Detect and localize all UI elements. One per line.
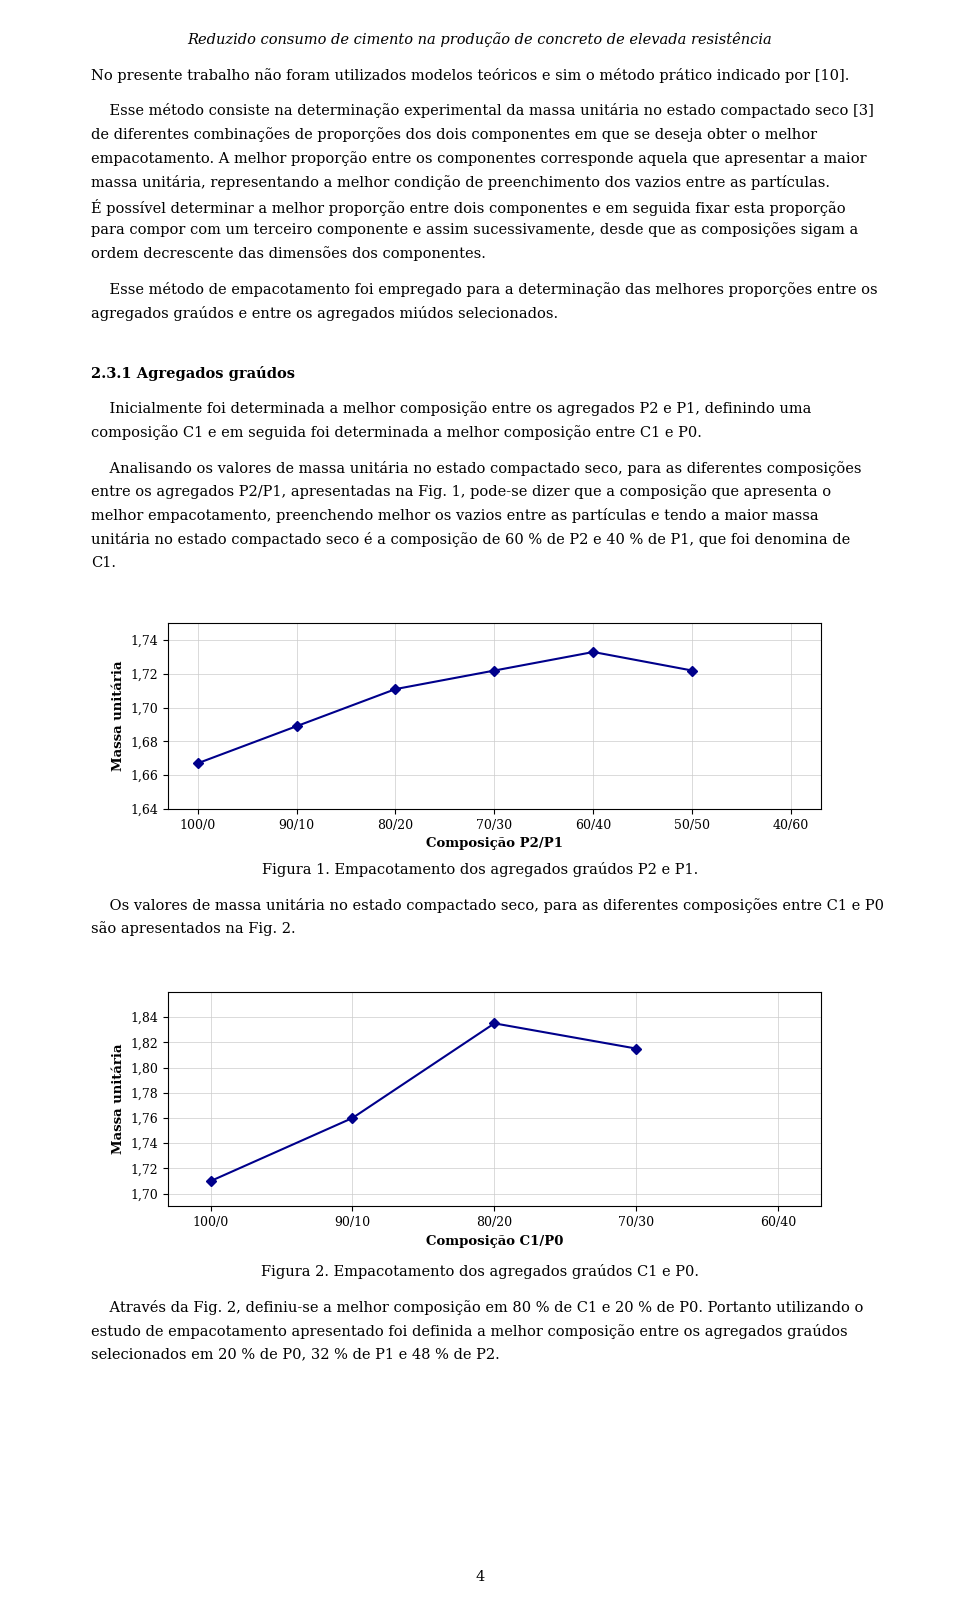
Text: para compor com um terceiro componente e assim sucessivamente, desde que as comp: para compor com um terceiro componente e… [91, 223, 858, 237]
Text: C1.: C1. [91, 556, 116, 569]
X-axis label: Composição C1/P0: Composição C1/P0 [425, 1234, 564, 1247]
Text: estudo de empacotamento apresentado foi definida a melhor composição entre os ag: estudo de empacotamento apresentado foi … [91, 1324, 848, 1339]
Text: Esse método de empacotamento foi empregado para a determinação das melhores prop: Esse método de empacotamento foi emprega… [91, 282, 877, 297]
Text: Figura 2. Empacotamento dos agregados graúdos C1 e P0.: Figura 2. Empacotamento dos agregados gr… [261, 1265, 699, 1279]
Text: É possível determinar a melhor proporção entre dois componentes e em seguida fix: É possível determinar a melhor proporção… [91, 198, 846, 216]
Text: Analisando os valores de massa unitária no estado compactado seco, para as difer: Analisando os valores de massa unitária … [91, 461, 862, 476]
Text: Figura 1. Empacotamento dos agregados graúdos P2 e P1.: Figura 1. Empacotamento dos agregados gr… [262, 861, 698, 877]
Text: empacotamento. A melhor proporção entre os componentes corresponde aquela que ap: empacotamento. A melhor proporção entre … [91, 152, 867, 166]
Text: Os valores de massa unitária no estado compactado seco, para as diferentes compo: Os valores de massa unitária no estado c… [91, 897, 884, 913]
Text: de diferentes combinações de proporções dos dois componentes em que se deseja ob: de diferentes combinações de proporções … [91, 127, 817, 142]
Text: agregados graúdos e entre os agregados miúdos selecionados.: agregados graúdos e entre os agregados m… [91, 306, 559, 321]
Text: entre os agregados P2/P1, apresentadas na Fig. 1, pode-se dizer que a composição: entre os agregados P2/P1, apresentadas n… [91, 484, 831, 500]
Text: unitária no estado compactado seco é a composição de 60 % de P2 e 40 % de P1, qu: unitária no estado compactado seco é a c… [91, 532, 851, 547]
Y-axis label: Massa unitária: Massa unitária [112, 1044, 125, 1155]
Text: massa unitária, representando a melhor condição de preenchimento dos vazios entr: massa unitária, representando a melhor c… [91, 174, 830, 190]
Text: selecionados em 20 % de P0, 32 % de P1 e 48 % de P2.: selecionados em 20 % de P0, 32 % de P1 e… [91, 1347, 500, 1361]
Text: Reduzido consumo de cimento na produção de concreto de elevada resistência: Reduzido consumo de cimento na produção … [187, 32, 773, 47]
Y-axis label: Massa unitária: Massa unitária [112, 661, 125, 771]
Text: Através da Fig. 2, definiu-se a melhor composição em 80 % de C1 e 20 % de P0. Po: Através da Fig. 2, definiu-se a melhor c… [91, 1300, 864, 1315]
Text: são apresentados na Fig. 2.: são apresentados na Fig. 2. [91, 921, 296, 936]
Text: No presente trabalho não foram utilizados modelos teóricos e sim o método prátic: No presente trabalho não foram utilizado… [91, 68, 850, 82]
Text: Esse método consiste na determinação experimental da massa unitária no estado co: Esse método consiste na determinação exp… [91, 103, 874, 118]
Text: melhor empacotamento, preenchendo melhor os vazios entre as partículas e tendo a: melhor empacotamento, preenchendo melhor… [91, 508, 819, 523]
Text: 4: 4 [475, 1569, 485, 1584]
Text: ordem decrescente das dimensões dos componentes.: ordem decrescente das dimensões dos comp… [91, 247, 486, 261]
Text: composição C1 e em seguida foi determinada a melhor composição entre C1 e P0.: composição C1 e em seguida foi determina… [91, 424, 702, 440]
X-axis label: Composição P2/P1: Composição P2/P1 [426, 837, 563, 850]
Text: Inicialmente foi determinada a melhor composição entre os agregados P2 e P1, def: Inicialmente foi determinada a melhor co… [91, 402, 811, 416]
Text: 2.3.1 Agregados graúdos: 2.3.1 Agregados graúdos [91, 366, 296, 381]
